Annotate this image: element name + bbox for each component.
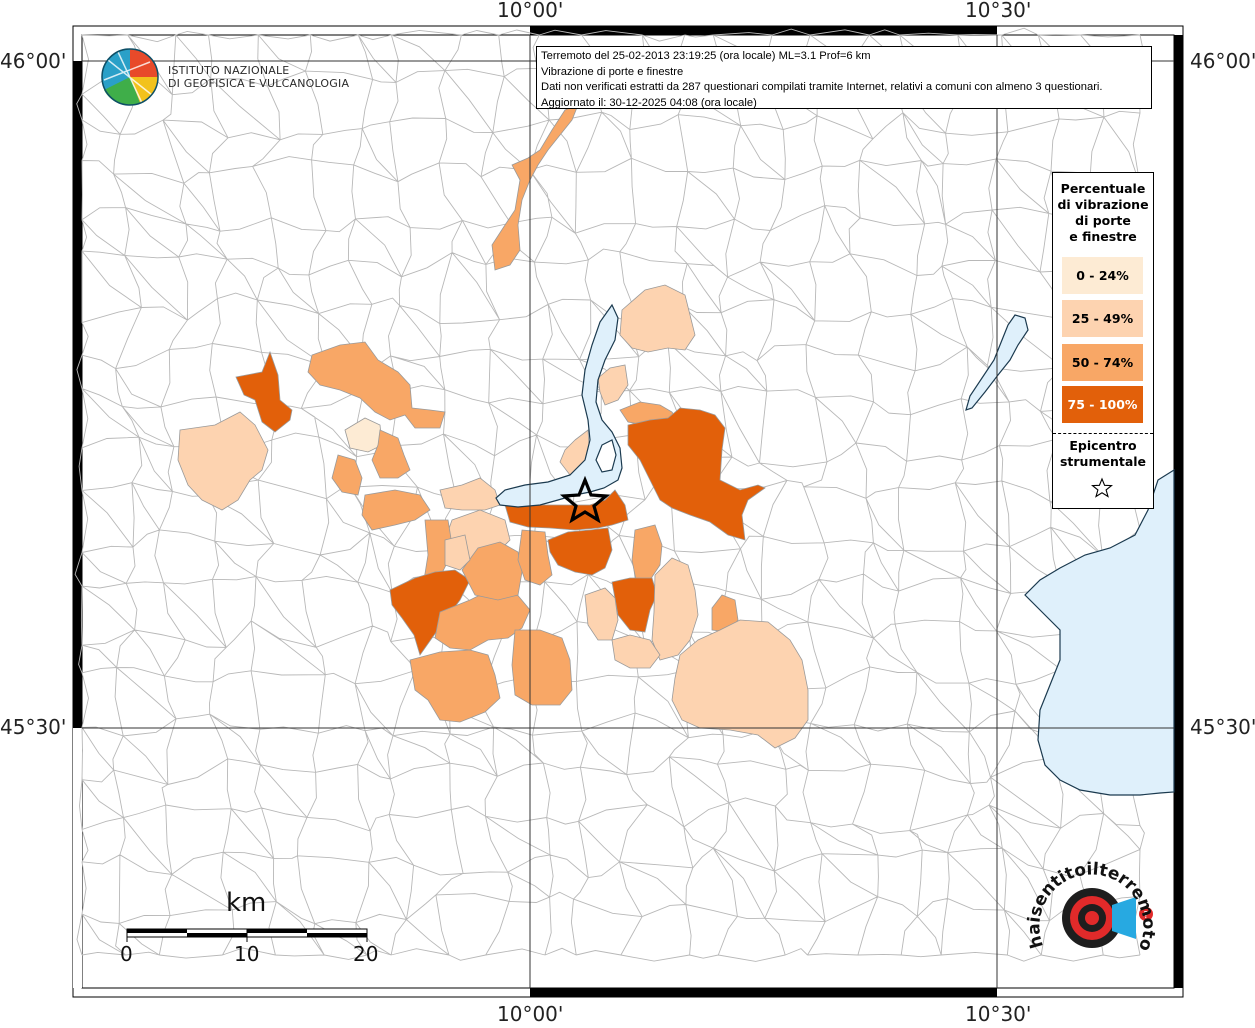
municipality-class-2 — [711, 594, 739, 633]
event-info-box: Terremoto del 25-02-2013 23:19:25 (ora l… — [536, 46, 1152, 109]
legend-title: Percentuale di vibrazione di porte e fin… — [1053, 181, 1153, 245]
event-title: Terremoto del 25-02-2013 23:19:25 (ora l… — [541, 50, 871, 62]
municipality-class-2 — [631, 524, 663, 581]
legend-class-label: 50 - 74% — [1071, 355, 1134, 370]
ingv-logo-text: ISTITUTO NAZIONALE DI GEOFISICA E VULCAN… — [168, 64, 349, 90]
lat-label-left-bottom: 45°30' — [0, 715, 67, 739]
municipality-class-2 — [331, 454, 363, 496]
epicenter-star — [559, 475, 611, 524]
legend-title-line: di porte — [1075, 213, 1131, 228]
municipality-class-2 — [409, 649, 501, 723]
lake-iseo — [495, 303, 623, 508]
municipality-class-3 — [235, 350, 293, 433]
municipality-class-1 — [584, 587, 619, 641]
legend-title-line: e finestre — [1069, 229, 1137, 244]
lake-garda — [1024, 468, 1175, 796]
municipality-class-2 — [491, 104, 579, 271]
municipality-class-3 — [627, 407, 766, 541]
boundary-lines — [74, 27, 1147, 962]
map-frame — [72, 25, 1184, 998]
lon-label-top-left: 10°00' — [497, 0, 564, 22]
event-data-note: Dati non verificati estratti da 287 ques… — [541, 81, 1103, 93]
municipality-class-3 — [547, 527, 613, 576]
legend-class-0: 0 - 24% — [1062, 257, 1143, 294]
municipality-class-2 — [511, 629, 573, 706]
municipality-class-1 — [597, 364, 629, 406]
municipality-class-2 — [517, 529, 553, 586]
ingv-logo-line2: DI GEOFISICA E VULCANOLOGIA — [168, 77, 350, 90]
legend-class-1: 25 - 49% — [1062, 300, 1143, 337]
lon-label-top-right: 10°30' — [965, 0, 1032, 22]
legend-class-label: 0 - 24% — [1076, 268, 1129, 283]
municipality-class-1 — [177, 411, 269, 511]
municipality-class-1 — [651, 557, 699, 661]
svg-text:?: ? — [1143, 910, 1148, 921]
legend-class-label: 75 - 100% — [1067, 397, 1138, 412]
municipality-class-1 — [444, 534, 471, 571]
municipality-class-3 — [611, 577, 658, 633]
legend: Percentuale di vibrazione di porte e fin… — [1052, 172, 1154, 509]
municipality-class-2 — [361, 489, 431, 531]
legend-class-label: 25 - 49% — [1071, 311, 1134, 326]
lon-label-bottom-left: 10°00' — [497, 1002, 564, 1026]
municipality-class-0 — [344, 417, 383, 453]
lat-label-right-bottom: 45°30' — [1190, 715, 1255, 739]
event-updated: Aggiornato il: 30-12-2025 04:08 (ora loc… — [541, 96, 757, 109]
legend-title-line: di vibrazione — [1057, 197, 1149, 212]
shaded-municipalities — [177, 104, 809, 749]
scale-tick-10: 10 — [234, 942, 260, 966]
scale-bar — [126, 928, 368, 942]
municipality-class-2 — [371, 429, 411, 479]
legend-separator — [1053, 433, 1153, 434]
scale-tick-0: 0 — [120, 942, 133, 966]
scale-unit: km — [226, 888, 267, 918]
ingv-logo-line1: ISTITUTO NAZIONALE — [168, 64, 290, 77]
ingv-logo-icon — [101, 48, 159, 106]
legend-class-3: 75 - 100% — [1062, 386, 1143, 423]
lat-label-left-top: 46°00' — [0, 49, 67, 73]
legend-epicenter-label: Epicentro strumentale — [1053, 438, 1153, 470]
legend-title-line: Percentuale — [1060, 181, 1146, 196]
event-subtitle: Vibrazione di porte e finestre — [541, 65, 684, 78]
legend-epicenter-line: Epicentro — [1069, 438, 1137, 453]
star-outline-icon — [1091, 477, 1113, 498]
lon-label-bottom-right: 10°30' — [965, 1002, 1032, 1026]
legend-epicenter-line: strumentale — [1059, 454, 1147, 469]
scale-tick-20: 20 — [353, 942, 379, 966]
lat-label-right-top: 46°00' — [1190, 49, 1255, 73]
municipality-class-1 — [619, 284, 696, 353]
legend-class-2: 50 - 74% — [1062, 344, 1143, 381]
municipal-boundaries — [74, 27, 1147, 962]
municipality-class-1 — [671, 619, 809, 749]
municipality-class-2 — [307, 341, 446, 429]
municipality-class-1 — [611, 634, 661, 669]
graticule — [82, 35, 1174, 988]
